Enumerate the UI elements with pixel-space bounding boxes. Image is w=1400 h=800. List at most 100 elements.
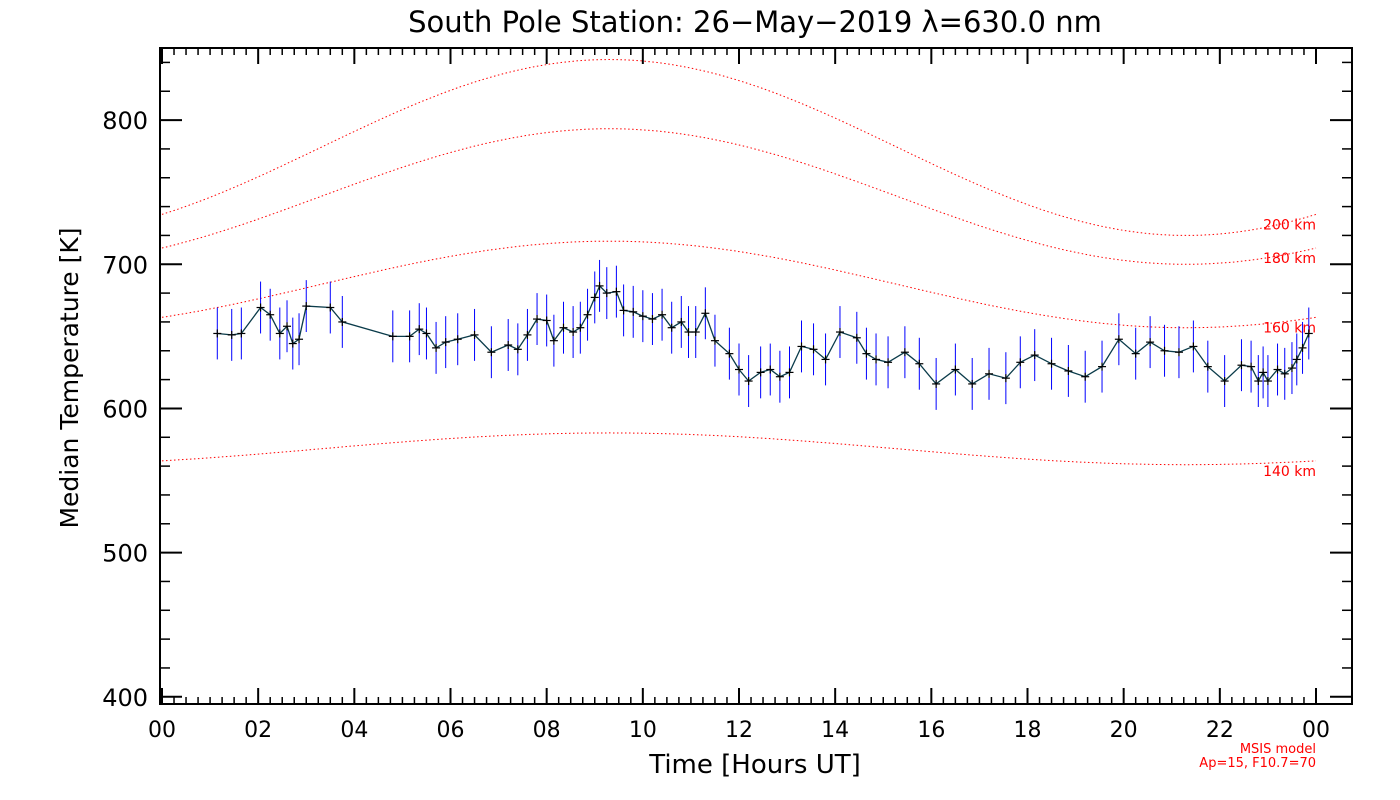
data-point xyxy=(677,317,686,326)
data-point xyxy=(821,355,830,364)
x-tick-label: 12 xyxy=(725,718,753,743)
data-point xyxy=(1304,329,1313,338)
data-point xyxy=(951,365,960,374)
temperature-line xyxy=(217,284,1310,385)
y-tick-label: 400 xyxy=(102,684,148,712)
y-tick-label: 800 xyxy=(102,107,148,135)
data-point xyxy=(1189,342,1198,351)
y-tick-label: 600 xyxy=(102,395,148,423)
data-point xyxy=(1001,374,1010,383)
data-point xyxy=(1263,377,1272,386)
data-point xyxy=(470,330,479,339)
x-axis-tick-labels: 00 02 04 06 08 10 12 14 16 18 20 22 00 xyxy=(148,718,1330,743)
data-point xyxy=(513,345,522,354)
data-point xyxy=(590,293,599,302)
axis-ticks xyxy=(160,48,1352,704)
y-tick-label: 700 xyxy=(102,251,148,279)
data-point xyxy=(725,349,734,358)
model-curve-180-km xyxy=(161,128,1317,265)
data-point xyxy=(338,317,347,326)
data-point xyxy=(756,368,765,377)
x-tick-label: 18 xyxy=(1014,718,1042,743)
data-point xyxy=(862,349,871,358)
data-point xyxy=(985,369,994,378)
x-tick-label: 14 xyxy=(821,718,849,743)
data-point xyxy=(710,336,719,345)
data-point xyxy=(1081,372,1090,381)
x-tick-label: 16 xyxy=(917,718,945,743)
model-curve-200-km xyxy=(161,58,1317,236)
data-point xyxy=(288,339,297,348)
data-point xyxy=(1030,351,1039,360)
x-tick-label: 08 xyxy=(533,718,561,743)
x-tick-label: 00 xyxy=(1302,718,1330,743)
data-point xyxy=(388,332,397,341)
data-point xyxy=(441,338,450,347)
data-point xyxy=(1220,377,1229,386)
y-tick-label: 500 xyxy=(102,540,148,568)
data-point xyxy=(900,348,909,357)
data-point xyxy=(1280,369,1289,378)
data-point xyxy=(237,329,246,338)
error-bars xyxy=(216,259,1310,410)
data-point xyxy=(295,335,304,344)
data-point xyxy=(1160,346,1169,355)
data-point xyxy=(667,323,676,332)
data-point xyxy=(648,315,657,324)
data-point xyxy=(523,330,532,339)
data-point xyxy=(569,328,578,337)
data-point xyxy=(1098,362,1107,371)
data-point xyxy=(415,325,424,334)
data-point xyxy=(884,358,893,367)
data-point xyxy=(932,379,941,388)
data-point xyxy=(775,372,784,381)
data-point xyxy=(302,302,311,311)
data-point xyxy=(1114,335,1123,344)
data-point xyxy=(283,322,292,331)
data-point xyxy=(1247,362,1256,371)
data-point xyxy=(701,309,710,318)
data-point xyxy=(1203,362,1212,371)
data-point xyxy=(809,345,818,354)
data-point xyxy=(583,310,592,319)
data-point xyxy=(1237,361,1246,370)
x-tick-label: 20 xyxy=(1110,718,1138,743)
x-tick-label: 10 xyxy=(629,718,657,743)
data-point xyxy=(1298,343,1307,352)
data-point xyxy=(744,377,753,386)
data-point xyxy=(1146,338,1155,347)
data-markers xyxy=(213,281,1313,388)
data-point xyxy=(549,336,558,345)
model-curve-label: 200 km xyxy=(1263,217,1316,233)
data-series xyxy=(217,284,1310,385)
x-tick-label: 22 xyxy=(1206,718,1234,743)
data-point xyxy=(852,333,861,342)
data-point xyxy=(405,332,414,341)
data-point xyxy=(658,310,667,319)
data-point xyxy=(432,343,441,352)
data-point xyxy=(1064,366,1073,375)
data-point xyxy=(213,329,222,338)
y-axis-tick-labels: 400 500 600 700 800 xyxy=(102,107,148,712)
data-point xyxy=(1287,364,1296,373)
data-point xyxy=(487,348,496,357)
data-point xyxy=(576,323,585,332)
x-tick-label: 06 xyxy=(437,718,465,743)
data-point xyxy=(1254,377,1263,386)
data-point xyxy=(968,379,977,388)
model-curve-140-km xyxy=(161,432,1317,466)
msis-annotation-line1: MSIS model xyxy=(1240,742,1316,757)
data-point xyxy=(1259,368,1268,377)
x-tick-label: 02 xyxy=(244,718,272,743)
data-point xyxy=(1273,365,1282,374)
model-curve-label: 140 km xyxy=(1263,464,1316,480)
data-point xyxy=(595,281,604,290)
data-point xyxy=(1016,358,1025,367)
data-point xyxy=(559,323,568,332)
data-point xyxy=(691,328,700,337)
data-point xyxy=(872,355,881,364)
chart-title: South Pole Station: 26−May−2019 λ=630.0 … xyxy=(408,5,1102,39)
data-point xyxy=(602,289,611,298)
data-point xyxy=(256,303,265,312)
